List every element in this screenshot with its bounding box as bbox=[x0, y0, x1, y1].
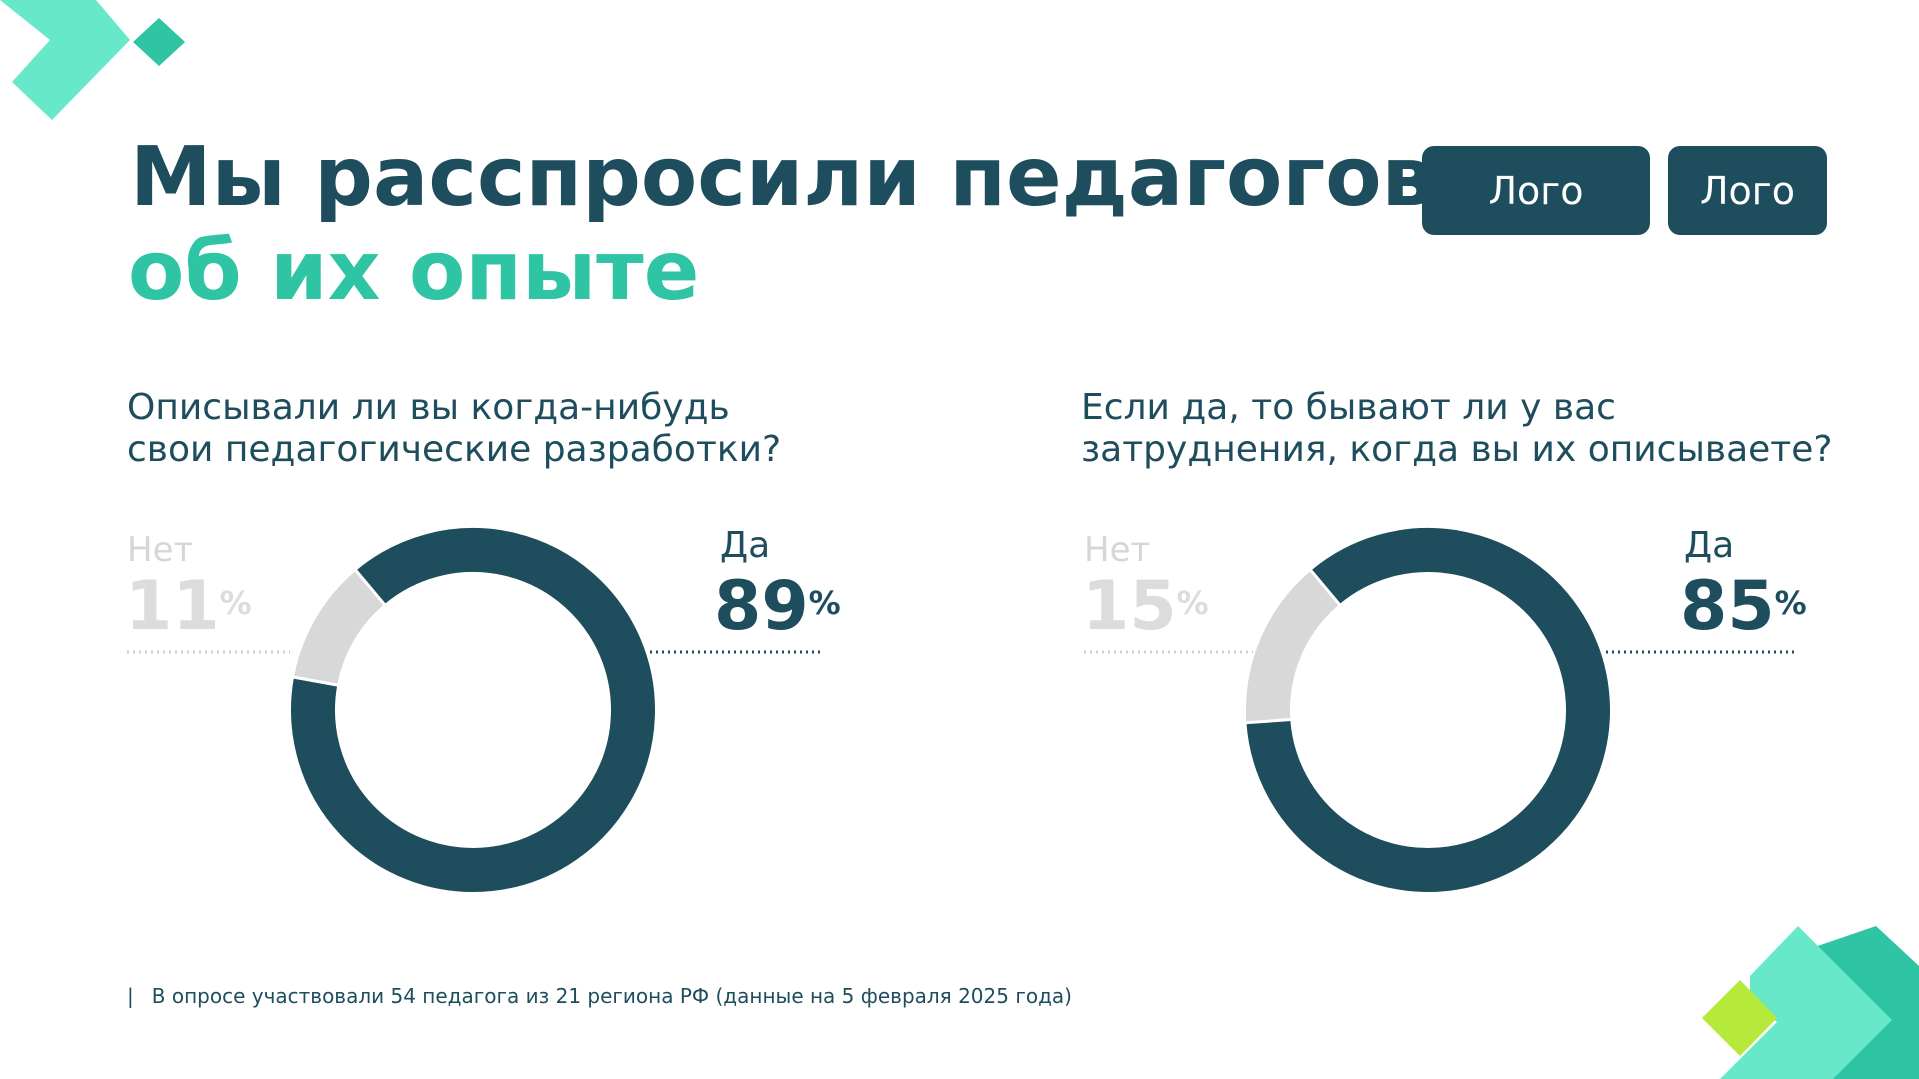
decor-chevron-bottom-right-light bbox=[1720, 926, 1892, 1079]
chart-1-yes-value-unit: % bbox=[808, 584, 841, 622]
page-title-line-1: Мы расспросили педагогов bbox=[130, 130, 1434, 225]
chart-2-yes-value-number: 85 bbox=[1680, 567, 1775, 646]
chart-2-donut-slice-no bbox=[1246, 570, 1340, 723]
chart-1-slice-separator-2 bbox=[354, 568, 387, 607]
chart-2-question-line-2: затруднения, когда вы их описываете? bbox=[1081, 429, 1833, 470]
chart-2-question: Если да, то бывают ли у вас затруднения,… bbox=[1081, 387, 1841, 471]
chart-1-question: Описывали ли вы когда-нибудь свои педаго… bbox=[127, 387, 887, 471]
chart-1-no-value: 11% bbox=[125, 572, 252, 642]
chart-1-yes-label: Да bbox=[720, 525, 771, 566]
chart-2-yes-value-unit: % bbox=[1774, 584, 1807, 622]
chart-1-question-line-2: свои педагогические разработки? bbox=[127, 429, 782, 470]
chart-1-donut-slice-yes bbox=[291, 528, 655, 892]
decor-diamond-top-left bbox=[133, 18, 185, 66]
chart-2-no-value: 15% bbox=[1082, 572, 1209, 642]
decor-diamond-bottom-right bbox=[1702, 980, 1777, 1056]
logo-button-2[interactable]: Лого bbox=[1668, 146, 1827, 235]
decor-chevron-top-left bbox=[0, 0, 130, 120]
chart-2-question-line-1: Если да, то бывают ли у вас bbox=[1081, 387, 1616, 428]
chart-2-no-value-unit: % bbox=[1176, 584, 1209, 622]
chart-1-yes-value-number: 89 bbox=[714, 567, 809, 646]
chart-1-slice-separator-1 bbox=[292, 675, 339, 687]
chart-1-donut-slice-no bbox=[293, 570, 385, 686]
chart-2-slice-separator-2 bbox=[1309, 568, 1342, 607]
chart-1-no-value-number: 11 bbox=[125, 567, 220, 646]
footnote: | В опросе участвовали 54 педагога из 21 … bbox=[127, 984, 1072, 1008]
page-title-line-2: об их опыте bbox=[128, 224, 700, 319]
chart-2-yes-value: 85% bbox=[1680, 572, 1807, 642]
chart-2-no-value-number: 15 bbox=[1082, 567, 1177, 646]
logo-button-1[interactable]: Лого bbox=[1422, 146, 1650, 235]
chart-2-no-label: Нет bbox=[1084, 530, 1151, 570]
chart-1-yes-value: 89% bbox=[714, 572, 841, 642]
chart-2-donut-slice-yes bbox=[1246, 528, 1610, 892]
footnote-text: В опросе участвовали 54 педагога из 21 р… bbox=[151, 984, 1072, 1008]
chart-2-slice-separator-1 bbox=[1245, 718, 1292, 725]
footnote-separator: | bbox=[127, 984, 134, 1008]
chart-2-yes-label: Да bbox=[1684, 525, 1735, 566]
chart-1-question-line-1: Описывали ли вы когда-нибудь bbox=[127, 387, 730, 428]
chart-1-no-value-unit: % bbox=[219, 584, 252, 622]
chart-1-no-label: Нет bbox=[127, 530, 194, 570]
